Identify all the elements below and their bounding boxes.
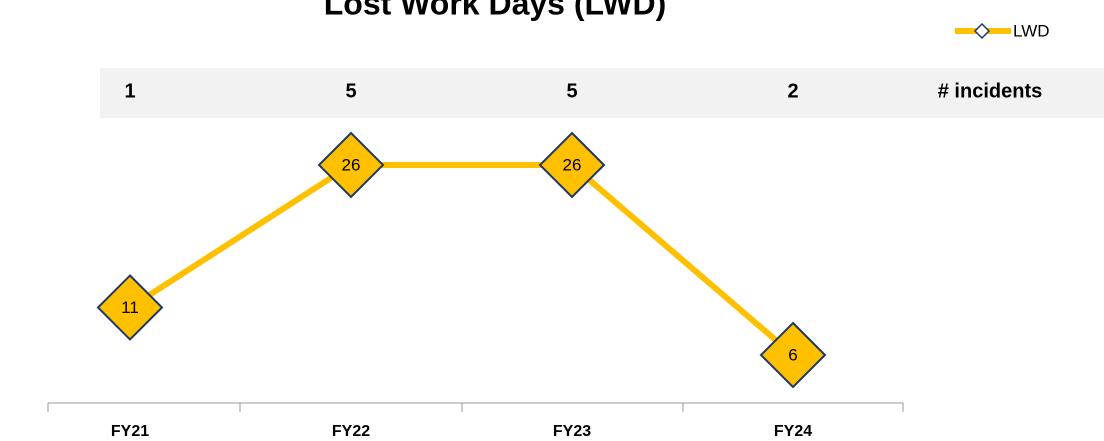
data-label: 26 bbox=[342, 155, 361, 174]
point-marker bbox=[317, 131, 385, 199]
legend-label: LWD bbox=[1013, 21, 1050, 40]
x-tick-label: FY24 bbox=[774, 423, 812, 440]
incident-count: 2 bbox=[787, 80, 798, 102]
x-tick-label: FY23 bbox=[553, 423, 591, 440]
data-label: 6 bbox=[788, 345, 797, 364]
chart-title: Lost Work Days (LWD) bbox=[324, 0, 667, 21]
incident-count: 5 bbox=[566, 80, 577, 102]
data-label: 26 bbox=[563, 155, 582, 174]
legend-marker bbox=[973, 22, 991, 40]
x-tick-label: FY22 bbox=[332, 423, 370, 440]
incidents-label: # incidents bbox=[938, 80, 1042, 102]
point-marker bbox=[759, 321, 827, 389]
point-marker bbox=[538, 131, 606, 199]
data-label: 11 bbox=[121, 298, 139, 317]
incident-count: 5 bbox=[345, 80, 356, 102]
x-tick-label: FY21 bbox=[111, 423, 149, 440]
incident-count: 1 bbox=[124, 80, 135, 102]
series-line bbox=[128, 162, 795, 358]
point-marker bbox=[96, 274, 164, 341]
incidents-band bbox=[100, 68, 1104, 118]
